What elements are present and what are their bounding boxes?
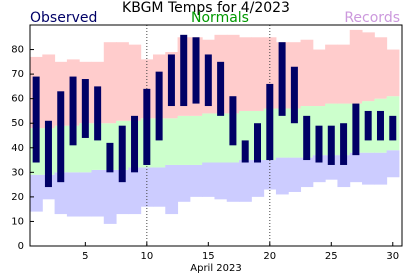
observed-bar — [352, 103, 360, 156]
record-low-band — [300, 157, 314, 188]
record-high-band — [42, 54, 56, 129]
record-low-band — [374, 152, 388, 185]
observed-bar — [315, 125, 323, 163]
observed-bar — [81, 79, 89, 138]
record-high-band — [374, 37, 388, 99]
legend-entry: Records — [344, 10, 400, 26]
observed-bar — [303, 115, 311, 161]
observed-bar — [32, 76, 40, 163]
observed-bar — [155, 71, 163, 141]
record-low-band — [226, 162, 240, 202]
record-high-band — [116, 42, 129, 121]
record-low-band — [189, 164, 203, 197]
observed-bar — [44, 120, 52, 188]
observed-bar — [167, 54, 175, 107]
record-high-band — [300, 39, 314, 107]
record-low-band — [54, 172, 68, 215]
x-axis-label: April 2023 — [190, 263, 241, 274]
x-tick-label: 15 — [202, 251, 215, 262]
y-tick-label: 10 — [11, 216, 24, 227]
record-high-band — [239, 37, 252, 111]
record-low-band — [214, 162, 228, 200]
observed-bar — [131, 115, 139, 173]
record-high-band — [386, 49, 400, 97]
record-high-band — [349, 29, 363, 104]
record-low-band — [386, 150, 400, 178]
observed-bar — [143, 88, 151, 165]
y-tick-label: 40 — [11, 143, 24, 154]
y-tick-label: 60 — [11, 94, 24, 105]
x-tick-label: 5 — [82, 251, 88, 262]
observed-bar — [204, 54, 212, 107]
y-tick-label: 30 — [11, 167, 24, 178]
record-low-band — [263, 160, 277, 190]
observed-bar — [364, 110, 372, 141]
y-tick-label: 50 — [11, 118, 24, 129]
observed-bar — [290, 66, 298, 124]
legend-entry: Observed — [30, 10, 97, 26]
record-high-band — [325, 44, 338, 104]
record-low-band — [91, 169, 105, 217]
observed-bar — [254, 123, 262, 163]
observed-bar — [94, 86, 102, 141]
record-low-band — [239, 160, 252, 202]
record-low-band — [128, 167, 142, 215]
observed-bar — [327, 125, 335, 165]
x-tick-label: 30 — [386, 251, 399, 262]
record-low-band — [66, 172, 80, 217]
record-high-band — [362, 32, 375, 102]
record-low-band — [165, 164, 179, 215]
normal-band — [165, 118, 179, 165]
plot-frame — [29, 24, 403, 247]
record-low-band — [202, 162, 215, 197]
record-low-band — [362, 152, 375, 185]
observed-bar — [241, 140, 249, 163]
y-tick-label: 0 — [18, 241, 24, 252]
observed-bar — [389, 115, 397, 141]
record-low-band — [103, 169, 117, 224]
observed-bar — [106, 142, 114, 173]
record-low-band — [177, 164, 191, 202]
normal-band — [189, 115, 203, 165]
x-tick-label: 20 — [263, 251, 276, 262]
observed-bar — [229, 96, 237, 146]
observed-bar — [192, 37, 200, 104]
y-tick-label: 70 — [11, 69, 24, 80]
x-tick-label: 10 — [140, 251, 153, 262]
observed-bar — [340, 123, 348, 165]
observed-bar — [118, 125, 126, 183]
legend-entry: Normals — [191, 10, 249, 26]
record-low-band — [349, 152, 363, 183]
record-high-band — [312, 49, 326, 107]
observed-bar — [278, 42, 286, 116]
record-low-band — [79, 172, 92, 217]
record-low-band — [288, 157, 302, 192]
chart-title: KBGM Temps for 4/2023 — [122, 0, 290, 16]
normal-band — [177, 115, 191, 165]
observed-bar — [69, 76, 77, 146]
observed-bar — [180, 34, 188, 107]
observed-bar — [266, 83, 274, 161]
observed-bar — [57, 91, 65, 183]
y-tick-label: 80 — [11, 45, 24, 56]
record-high-band — [128, 44, 142, 121]
record-low-band — [30, 174, 43, 212]
record-low-band — [275, 157, 289, 195]
record-low-band — [152, 167, 166, 207]
normal-band — [202, 113, 215, 163]
normal-band — [275, 108, 289, 158]
normal-band — [214, 113, 228, 163]
record-high-band — [251, 37, 265, 111]
record-high-band — [226, 34, 240, 114]
observed-bar — [217, 61, 225, 116]
record-high-band — [337, 44, 351, 104]
y-tick-label: 20 — [11, 192, 24, 203]
observed-bar — [376, 110, 384, 141]
x-tick-label: 25 — [325, 251, 338, 262]
record-high-band — [103, 42, 117, 124]
record-low-band — [251, 160, 265, 197]
